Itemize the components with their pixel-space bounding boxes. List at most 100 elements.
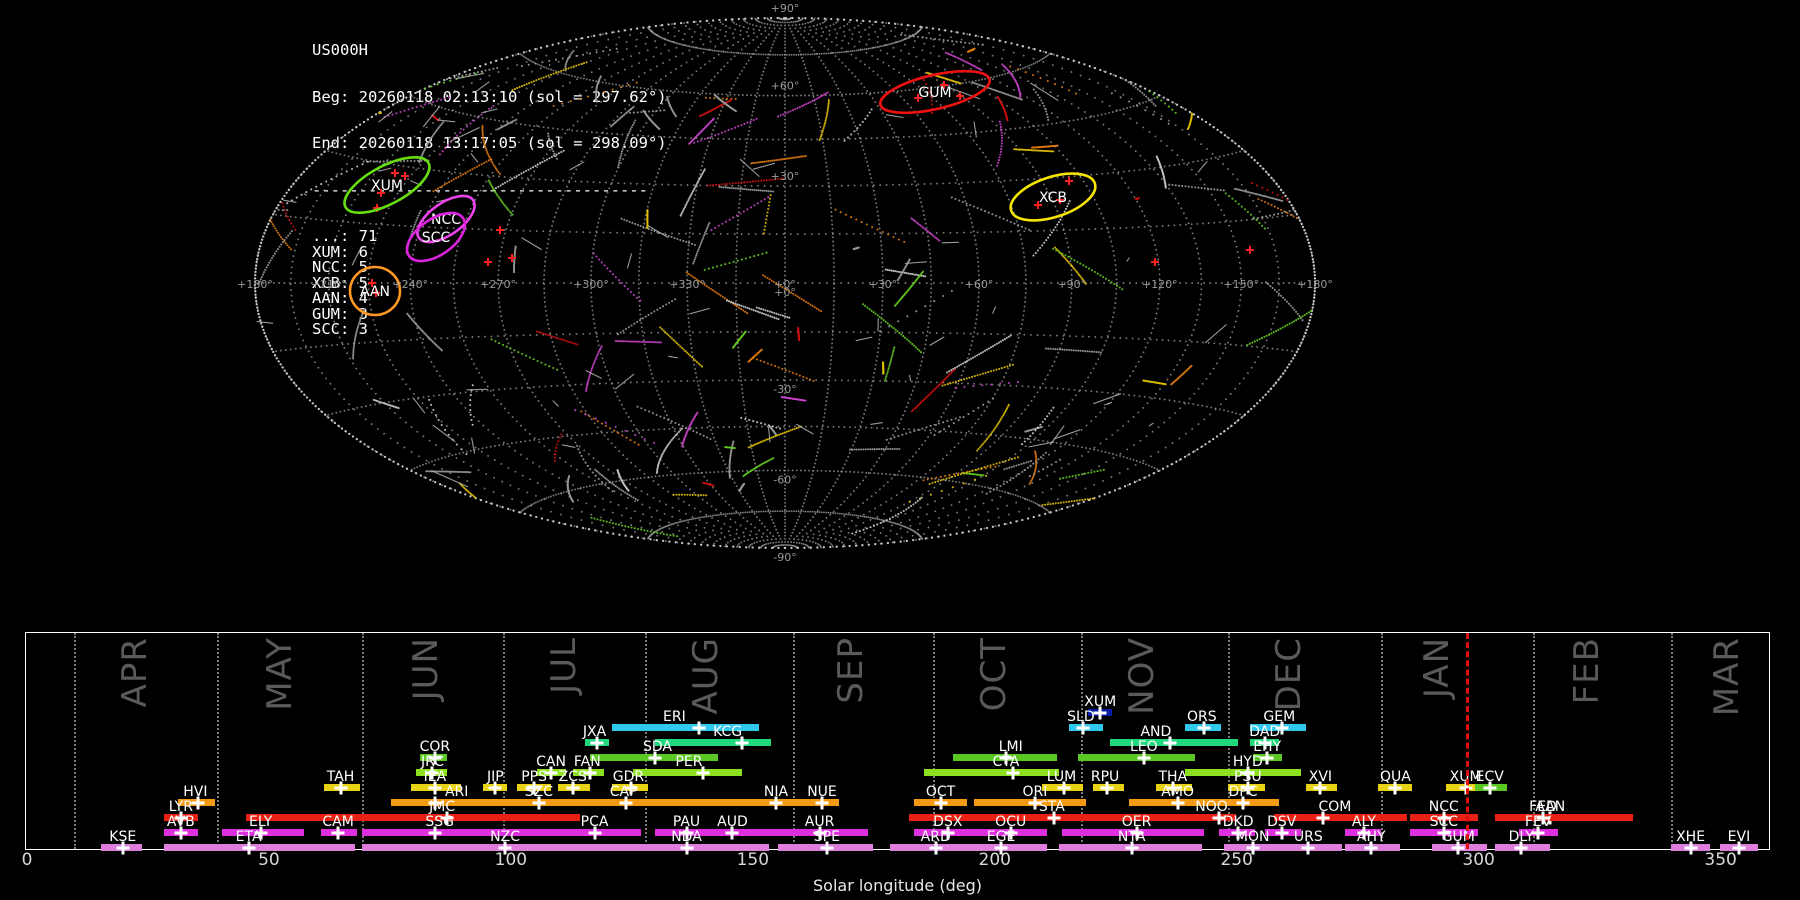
shower-label-aud: AUD	[717, 814, 748, 830]
shower-peak-marker	[544, 766, 558, 779]
shower-bar-kcg[interactable]	[655, 739, 772, 746]
month-divider	[1080, 633, 1083, 849]
shower-peak-marker	[619, 796, 633, 809]
shower-bar-eri[interactable]	[611, 724, 760, 731]
radiant-ellipse-aan	[348, 265, 402, 317]
shower-bar-nia[interactable]	[744, 799, 832, 806]
shower-peak-marker	[1531, 826, 1545, 839]
shower-bar-com[interactable]	[1274, 814, 1408, 821]
shower-label-zcs: ZCS	[558, 769, 587, 785]
shower-peak-marker	[1125, 841, 1139, 854]
shower-bar-cta[interactable]	[923, 769, 1060, 776]
shower-peak-marker	[692, 721, 706, 734]
shower-peak-marker	[1028, 796, 1042, 809]
session-end: End: 20260118 13:17:05 (sol = 298.09°)	[312, 134, 667, 152]
shower-peak-marker	[428, 826, 442, 839]
x-tick: 200	[978, 850, 1011, 870]
x-tick: 300	[1462, 850, 1495, 870]
month-divider	[1671, 633, 1674, 849]
x-tick: 50	[258, 850, 280, 870]
shower-bar-eta[interactable]	[163, 844, 356, 851]
shower-label-rpu: RPU	[1090, 769, 1120, 785]
shower-label-gum: GUM	[1441, 829, 1475, 845]
shower-label-dly: DLY	[1508, 829, 1534, 845]
shower-label-ocu: OCU	[995, 814, 1027, 830]
shower-peak-marker	[1231, 826, 1245, 839]
shower-bar-per[interactable]	[633, 769, 743, 776]
x-tick: 350	[1704, 850, 1737, 870]
shower-label-ssg: SSG	[425, 814, 455, 830]
lon-tick: +240°	[392, 278, 428, 291]
lat-tick: +90°	[771, 2, 800, 15]
shower-peak-marker	[1236, 796, 1250, 809]
shower-peak-marker	[242, 841, 256, 854]
shower-bar-sta[interactable]	[909, 814, 1171, 821]
shower-peak-marker	[1684, 841, 1698, 854]
shower-label-dsv: DSV	[1267, 814, 1297, 830]
month-label-dec: DEC	[1269, 637, 1310, 712]
shower-bar-dsx[interactable]	[913, 829, 1006, 836]
shower-label-can: CAN	[536, 754, 566, 770]
shower-label-ehy: EHY	[1253, 739, 1282, 755]
lon-tick: +120°	[1142, 278, 1178, 291]
shower-label-com: COM	[1318, 799, 1352, 815]
shower-label-dsx: DSX	[933, 814, 963, 830]
shower-peak-marker	[1301, 841, 1315, 854]
month-divider	[502, 633, 505, 849]
month-label-may: MAY	[260, 637, 301, 711]
shower-bar-leo[interactable]	[1078, 754, 1195, 761]
shower-label-eri: ERI	[663, 709, 686, 725]
shower-peak-marker	[1246, 841, 1260, 854]
shower-bar-cap[interactable]	[572, 799, 660, 806]
shower-bar-pca[interactable]	[565, 829, 641, 836]
longitude-tick-labels: +180° +150° +120° +90° +60° +30° +0° +330° +300°…	[237, 278, 1333, 291]
x-tick: 250	[1220, 850, 1253, 870]
radiant-label-gum: GUM	[918, 85, 951, 101]
month-divider	[74, 633, 77, 849]
shower-peak-marker	[583, 766, 597, 779]
shower-label-and: AND	[1140, 724, 1172, 740]
month-label-nov: NOV	[1121, 637, 1162, 715]
shower-bar-ssg[interactable]	[362, 829, 576, 836]
shower-label-psu: PSU	[1234, 769, 1262, 785]
shower-peak-marker	[174, 811, 188, 824]
shower-label-sld: SLD	[1067, 709, 1095, 725]
shower-label-kse: KSE	[109, 829, 137, 845]
shower-label-szc: SZC	[524, 784, 554, 800]
lon-tick: +300°	[573, 278, 609, 291]
shower-peak-marker	[498, 841, 512, 854]
shower-bar-aan[interactable]	[1494, 814, 1633, 821]
shower-peak-marker	[428, 796, 442, 809]
lat-tick: +0°	[774, 286, 796, 299]
shower-bar-jmc[interactable]	[246, 814, 581, 821]
shower-label-iea: IEA	[423, 769, 447, 785]
shower-label-ecv: ECV	[1475, 769, 1504, 785]
shower-label-cor: COR	[419, 739, 451, 755]
shower-label-mon: MON	[1235, 829, 1270, 845]
shower-peak-marker	[440, 811, 454, 824]
shower-label-dkd: DKD	[1222, 814, 1254, 830]
shower-bar-noo[interactable]	[1131, 814, 1236, 821]
shower-label-nzc: NZC	[490, 829, 520, 845]
shower-peak-marker	[1536, 811, 1550, 824]
shower-peak-marker	[331, 826, 345, 839]
shower-count-row: AAN: 4	[312, 289, 368, 307]
shower-label-lmi: LMI	[998, 739, 1023, 755]
shower-peak-marker	[1076, 721, 1090, 734]
shower-bar-aud[interactable]	[703, 829, 779, 836]
radiant-label-aan: AAN	[360, 284, 390, 300]
lon-tick: +270°	[480, 278, 516, 291]
shower-bar-pau[interactable]	[655, 829, 733, 836]
shower-peak-marker	[769, 796, 783, 809]
shower-label-jip: JIP	[487, 769, 504, 785]
shower-label-avb: AVB	[166, 814, 195, 830]
month-label-aug: AUG	[686, 637, 727, 715]
shower-label-scc: SCC	[1429, 814, 1458, 830]
month-divider	[362, 633, 365, 849]
shower-peak-marker	[941, 826, 955, 839]
shower-label-gem: GEM	[1263, 709, 1296, 725]
shower-label-xvi: XVI	[1308, 769, 1333, 785]
shower-peak-marker	[1212, 811, 1226, 824]
shower-label-pau: PAU	[672, 814, 701, 830]
